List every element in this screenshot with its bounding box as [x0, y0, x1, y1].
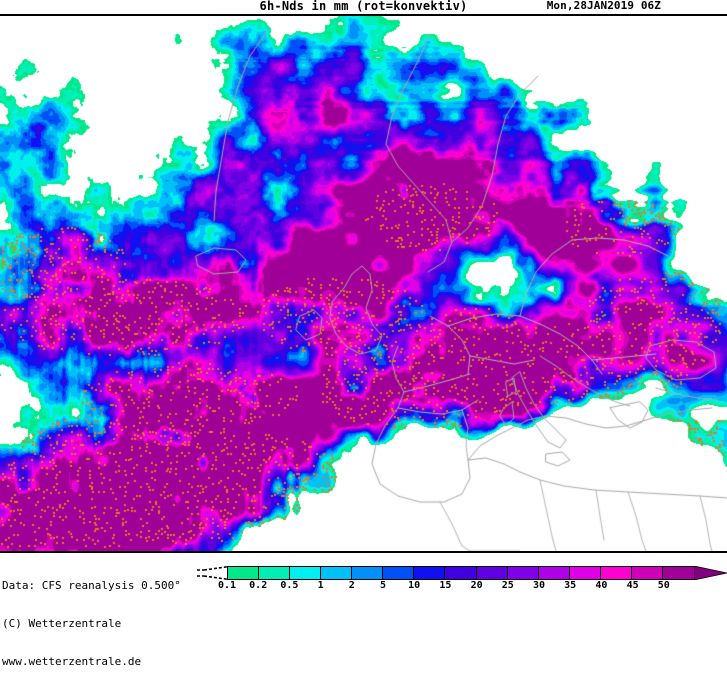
weather-map-page: 6h-Nds in mm (rot=konvektiv) Mon,28JAN20…: [0, 0, 727, 667]
colorbar-tick-label: 1: [317, 580, 324, 591]
colorbar-cell: [476, 567, 508, 579]
copyright-line: (C) Wetterzentrale: [2, 616, 122, 630]
colorbar-tick-label: 0.5: [280, 580, 299, 591]
map-header: 6h-Nds in mm (rot=konvektiv) Mon,28JAN20…: [0, 0, 727, 14]
colorbar-tick-label: 40: [595, 580, 608, 591]
colorbar-tick-label: 20: [470, 580, 483, 591]
colorbar-cell: [507, 567, 539, 579]
colorbar-cell: [290, 567, 322, 579]
colorbar-tick-label: 0.2: [249, 580, 268, 591]
colorbar-cell: [352, 567, 384, 579]
date-stamp: Mon,28JAN2019 06Z: [546, 0, 661, 12]
colorbar-cell: [538, 567, 570, 579]
data-source-line: Data: CFS reanalysis 0.500°: [2, 579, 181, 593]
colorbar-cell: [631, 567, 663, 579]
colorbar-cell: [569, 567, 601, 579]
colorbar-tick-label: 5: [379, 580, 387, 591]
precipitation-map-canvas: [0, 16, 727, 551]
colorbar-tick-label: 35: [564, 580, 577, 591]
colorbar-tick-label: 2: [348, 580, 355, 591]
colorbar-cell: [445, 567, 477, 579]
map-frame: [0, 14, 727, 553]
colorbar-tick-label: 50: [657, 580, 670, 591]
colorbar-tick-label: 0.1: [217, 580, 237, 591]
colorbar-cell: [321, 567, 353, 579]
colorbar-tick-label: 25: [501, 580, 514, 591]
colorbar-low-tail-icon: [197, 566, 228, 580]
website-line: www.wetterzentrale.de: [2, 654, 142, 668]
colorbar-tick-label: 10: [408, 580, 421, 591]
precipitation-colorbar: 0.1 0.2 0.5 1 2 5 10 15 20 25 30 35 40 45 50: [195, 563, 727, 593]
colorbar-cell: [414, 567, 446, 579]
colorbar-cells: [227, 566, 695, 580]
colorbar-cell: [228, 567, 260, 579]
colorbar-high-tip-icon: [694, 566, 727, 580]
colorbar-tick-label: 45: [626, 580, 639, 591]
page-title: 6h-Nds in mm (rot=konvektiv): [259, 0, 468, 13]
colorbar-cell: [662, 567, 694, 579]
colorbar-cell: [259, 567, 291, 579]
credits-block: Data: CFS reanalysis 0.500° (C) Wetterze…: [2, 555, 181, 694]
colorbar-tick-label: 30: [532, 580, 546, 591]
colorbar-cell: [383, 567, 415, 579]
colorbar-cell: [600, 567, 632, 579]
colorbar-labels: 0.1 0.2 0.5 1 2 5 10 15 20 25 30 35 40 45 50: [195, 580, 727, 593]
colorbar-tick-label: 15: [439, 580, 452, 591]
